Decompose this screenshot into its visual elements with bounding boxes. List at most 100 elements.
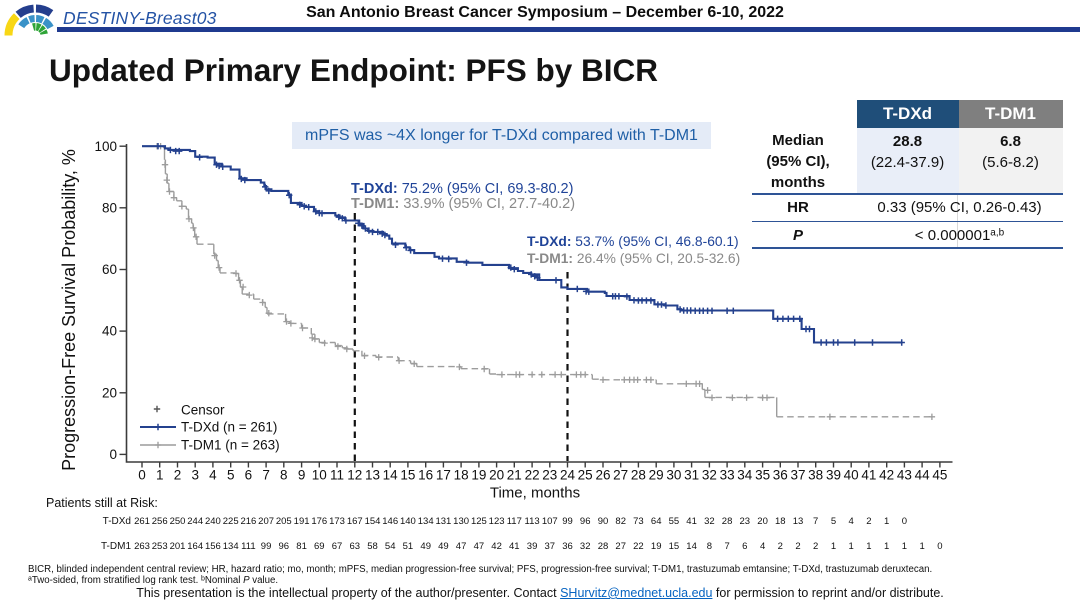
svg-text:4: 4 [760, 541, 765, 552]
svg-text:34: 34 [737, 468, 753, 483]
svg-text:41: 41 [686, 516, 697, 527]
svg-text:33: 33 [720, 468, 735, 483]
svg-text:261: 261 [134, 516, 150, 527]
svg-text:244: 244 [187, 516, 203, 527]
svg-text:2: 2 [174, 468, 182, 483]
svg-text:20: 20 [757, 516, 768, 527]
svg-text:23: 23 [740, 516, 751, 527]
svg-text:9: 9 [298, 468, 306, 483]
svg-text:96: 96 [580, 516, 591, 527]
svg-text:11: 11 [330, 468, 344, 483]
svg-text:20: 20 [489, 468, 504, 483]
svg-text:4: 4 [209, 468, 217, 483]
svg-text:4: 4 [849, 516, 854, 527]
svg-text:22: 22 [525, 468, 540, 483]
svg-text:13: 13 [365, 468, 380, 483]
svg-text:125: 125 [471, 516, 487, 527]
svg-text:Censor: Censor [181, 403, 225, 418]
svg-text:T-DM1 (n = 263): T-DM1 (n = 263) [181, 438, 280, 453]
svg-text:99: 99 [562, 516, 573, 527]
svg-text:216: 216 [240, 516, 256, 527]
svg-text:3: 3 [191, 468, 199, 483]
svg-text:107: 107 [542, 516, 558, 527]
svg-text:81: 81 [296, 541, 307, 552]
svg-text:7: 7 [724, 541, 729, 552]
svg-text:1: 1 [919, 541, 924, 552]
svg-text:164: 164 [187, 541, 203, 552]
svg-text:26: 26 [595, 468, 610, 483]
svg-text:167: 167 [347, 516, 363, 527]
svg-text:176: 176 [311, 516, 327, 527]
svg-text:7: 7 [813, 516, 818, 527]
svg-text:54: 54 [385, 541, 396, 552]
svg-text:27: 27 [613, 468, 628, 483]
svg-text:60: 60 [102, 262, 117, 277]
svg-text:5: 5 [831, 516, 836, 527]
svg-text:19: 19 [471, 468, 486, 483]
svg-text:201: 201 [170, 541, 186, 552]
svg-text:90: 90 [598, 516, 609, 527]
svg-text:0: 0 [138, 468, 146, 483]
svg-text:51: 51 [403, 541, 414, 552]
svg-text:2: 2 [813, 541, 818, 552]
svg-text:Patients still at Risk:: Patients still at Risk: [46, 496, 158, 510]
svg-text:43: 43 [897, 468, 912, 483]
svg-text:T-DXd (n = 261): T-DXd (n = 261) [181, 420, 277, 435]
svg-text:15: 15 [669, 541, 680, 552]
svg-text:64: 64 [651, 516, 662, 527]
svg-text:63: 63 [350, 541, 361, 552]
svg-text:31: 31 [684, 468, 699, 483]
svg-text:Time, months: Time, months [490, 485, 580, 502]
svg-text:123: 123 [489, 516, 505, 527]
svg-text:2: 2 [778, 541, 783, 552]
svg-text:1: 1 [849, 541, 854, 552]
svg-text:Progression-Free Survival Prob: Progression-Free Survival Probability, % [59, 149, 79, 471]
svg-text:49: 49 [438, 541, 449, 552]
svg-text:240: 240 [205, 516, 221, 527]
svg-text:99: 99 [261, 541, 272, 552]
svg-text:6: 6 [245, 468, 253, 483]
svg-text:16: 16 [418, 468, 433, 483]
svg-text:36: 36 [562, 541, 573, 552]
svg-text:113: 113 [525, 516, 540, 527]
svg-text:14: 14 [383, 468, 399, 483]
svg-text:24: 24 [560, 468, 576, 483]
svg-text:23: 23 [542, 468, 557, 483]
svg-text:6: 6 [742, 541, 747, 552]
svg-text:1: 1 [884, 541, 889, 552]
svg-text:1: 1 [866, 541, 871, 552]
svg-text:225: 225 [223, 516, 239, 527]
svg-text:47: 47 [474, 541, 485, 552]
svg-text:28: 28 [598, 541, 609, 552]
svg-text:253: 253 [152, 541, 168, 552]
svg-text:146: 146 [382, 516, 398, 527]
svg-text:36: 36 [773, 468, 788, 483]
svg-text:100: 100 [94, 139, 117, 154]
svg-text:15: 15 [400, 468, 415, 483]
svg-text:14: 14 [686, 541, 697, 552]
svg-text:49: 49 [420, 541, 431, 552]
svg-text:T-DXd: T-DXd [103, 516, 131, 527]
svg-text:17: 17 [436, 468, 451, 483]
svg-text:18: 18 [454, 468, 469, 483]
svg-text:40: 40 [844, 468, 859, 483]
svg-text:1: 1 [902, 541, 907, 552]
svg-text:7: 7 [262, 468, 270, 483]
svg-text:32: 32 [702, 468, 717, 483]
svg-text:19: 19 [651, 541, 662, 552]
svg-text:1: 1 [156, 468, 164, 483]
svg-text:2: 2 [795, 541, 800, 552]
svg-text:37: 37 [790, 468, 805, 483]
svg-text:173: 173 [329, 516, 345, 527]
svg-text:47: 47 [456, 541, 467, 552]
svg-text:40: 40 [102, 324, 117, 339]
svg-text:25: 25 [578, 468, 593, 483]
svg-text:28: 28 [631, 468, 646, 483]
svg-text:27: 27 [615, 541, 626, 552]
svg-text:35: 35 [755, 468, 770, 483]
svg-text:32: 32 [580, 541, 591, 552]
svg-text:1: 1 [831, 541, 836, 552]
svg-text:134: 134 [223, 541, 239, 552]
svg-text:154: 154 [365, 516, 381, 527]
svg-text:58: 58 [367, 541, 378, 552]
